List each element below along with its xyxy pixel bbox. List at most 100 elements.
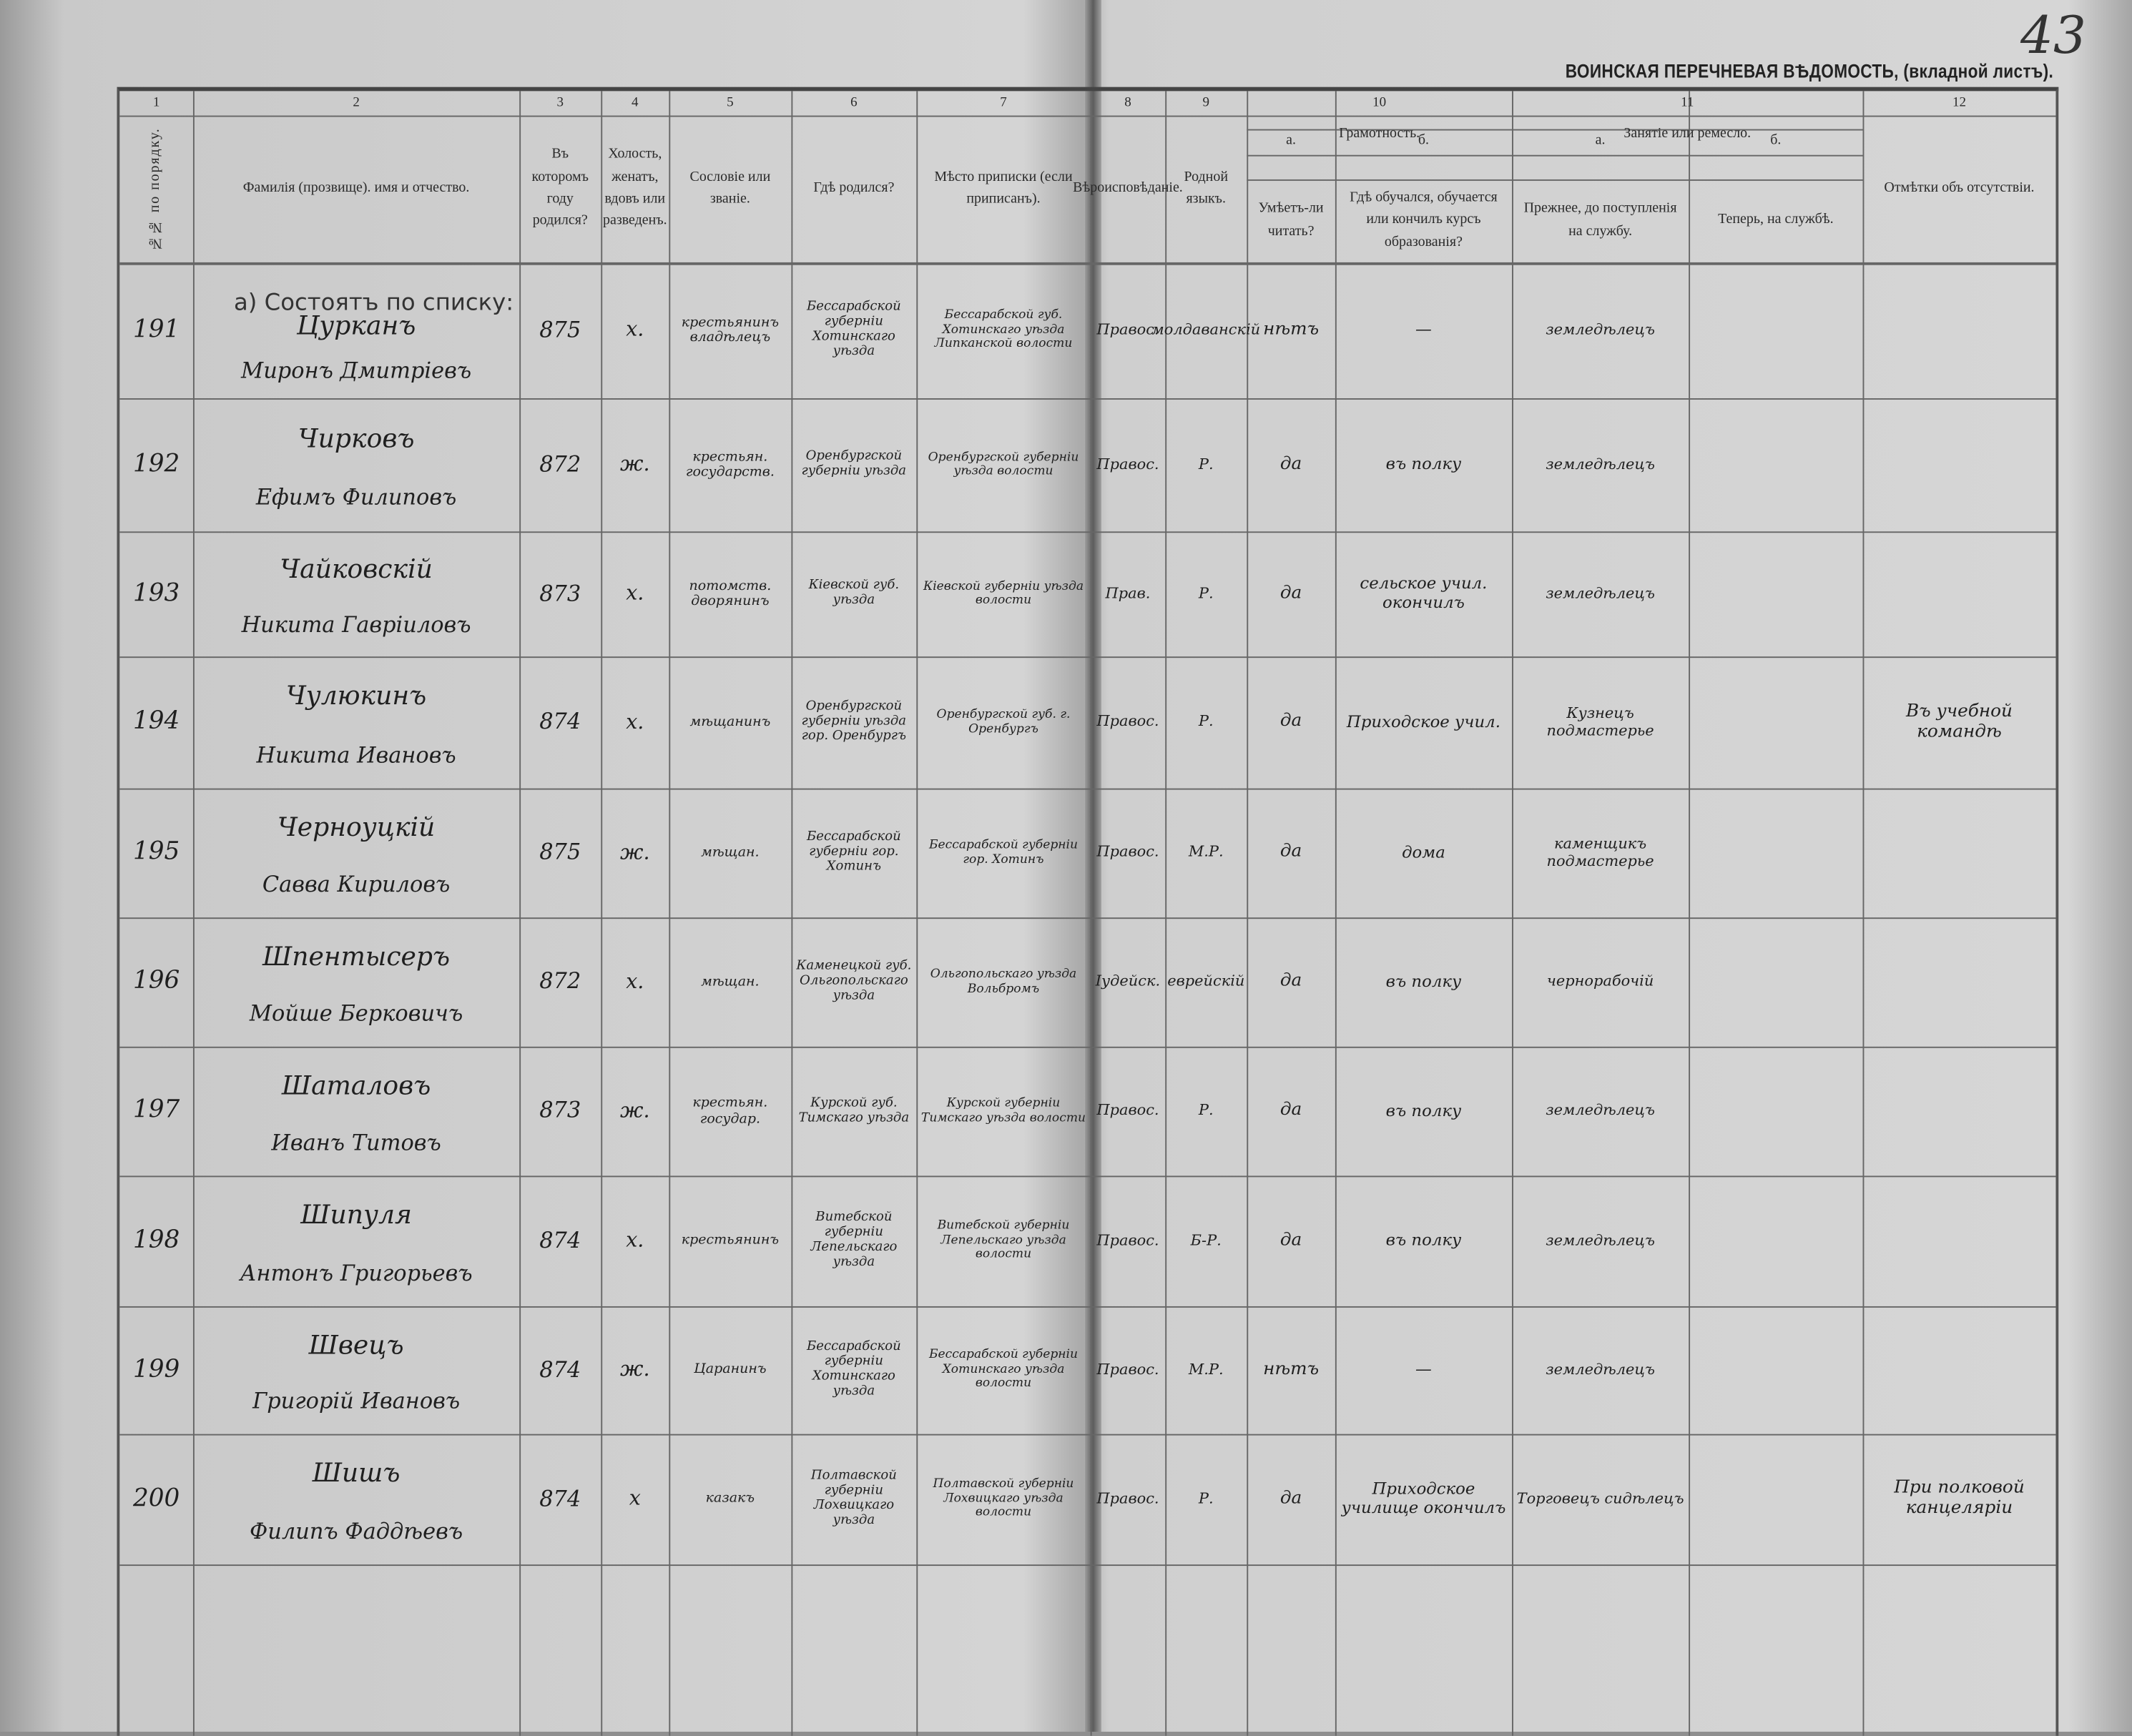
- row-divider: [119, 398, 2056, 400]
- cell-marital-status: х: [629, 1486, 641, 1511]
- cell-schooling: —: [1415, 319, 1432, 339]
- cell-row-number: 196: [132, 966, 180, 995]
- cell-given-name: Мойше Берковичъ: [249, 1000, 463, 1027]
- cell-marital-status: ж.: [620, 839, 650, 864]
- header-occupation: Занятіе или ремесло.: [1623, 126, 1752, 142]
- cell-absence-notes: Въ учебной командѣ: [1905, 701, 2013, 742]
- cell-marital-status: х.: [626, 709, 644, 734]
- cell-surname: Цурканъ: [296, 310, 416, 341]
- cell-birthplace: Курской губ. Тимскаго уѣзда: [798, 1095, 910, 1125]
- row-divider: [119, 1306, 2056, 1308]
- cell-marital-status: х.: [626, 581, 644, 606]
- row-divider: [1512, 154, 1863, 157]
- cell-birthplace: Каменецкой губ. Ольгопольскаго уѣзда: [796, 958, 912, 1003]
- cell-schooling: сельское учил. окончилъ: [1360, 573, 1488, 612]
- cell-absence-notes: [1867, 398, 2052, 531]
- cell-birth-year: 874: [539, 1356, 581, 1383]
- column-divider: [192, 91, 195, 1736]
- cell-native-language: Р.: [1198, 1101, 1214, 1119]
- cell-religion: Правос.: [1096, 712, 1159, 731]
- cell-surname: Шишъ: [312, 1459, 401, 1489]
- cell-birth-year: 874: [539, 709, 581, 735]
- cell-estate: Царанинъ: [694, 1362, 767, 1378]
- cell-can-read: нѣтъ: [1263, 1358, 1320, 1379]
- header-literacy: Грамотность.: [1339, 126, 1420, 142]
- cell-estate: крестьянинъ владѣлецъ: [681, 315, 780, 345]
- cell-estate: крестьянинъ: [681, 1233, 780, 1248]
- cell-occupation-now: [1693, 531, 1859, 656]
- cell-given-name: Антонъ Григорьевъ: [240, 1259, 473, 1286]
- column-number: 4: [632, 95, 639, 111]
- cell-occupation-now: [1693, 656, 1859, 788]
- cell-can-read: да: [1279, 1487, 1302, 1509]
- cell-birth-year: 875: [539, 316, 581, 342]
- row-divider: [119, 531, 2056, 533]
- header-language: Родной языкъ.: [1184, 169, 1229, 207]
- column-divider: [519, 91, 521, 1736]
- cell-registration-place: Кіевской губерніи уѣзда волости: [923, 580, 1084, 608]
- page-number: 43: [2020, 5, 2086, 66]
- column-divider: [791, 91, 793, 1736]
- section-label: а) Состоятъ по списку:: [233, 289, 514, 317]
- cell-occupation-now: [1693, 1306, 1859, 1434]
- cell-absence-notes: [1867, 262, 2052, 398]
- cell-birthplace: Кіевской губ. уѣзда: [808, 578, 900, 608]
- cell-estate: крестьян. государ.: [692, 1095, 768, 1127]
- row-divider: [119, 1434, 2056, 1436]
- cell-occupation-before: Торговецъ сидѣлецъ: [1516, 1489, 1684, 1507]
- cell-registration-place: Бессарабской губерніи гор. Хотинъ: [928, 839, 1079, 867]
- cell-religion: Правос.: [1096, 1360, 1159, 1379]
- cell-marital-status: х.: [626, 317, 644, 342]
- header-birthplace: Гдѣ родился?: [813, 180, 895, 196]
- cell-surname: Шаталовъ: [281, 1070, 431, 1101]
- cell-marital-status: х.: [626, 1228, 644, 1253]
- cell-native-language: М.Р.: [1188, 1360, 1224, 1379]
- cell-schooling: Приходское училище окончилъ: [1341, 1479, 1506, 1517]
- row-divider: [119, 788, 2056, 790]
- cell-surname: Шпентысеръ: [262, 942, 451, 972]
- cell-native-language: М.Р.: [1188, 843, 1224, 861]
- cell-native-language: Р.: [1198, 455, 1214, 473]
- cell-given-name: Миронъ Дмитріевъ: [241, 357, 472, 384]
- cell-religion: Правос.: [1096, 1489, 1159, 1507]
- cell-registration-place: Бессарабской губерніи Хотинскаго уѣзда в…: [928, 1348, 1079, 1391]
- header-absence: Отмѣтки объ отсутствіи.: [1884, 180, 2035, 196]
- cell-given-name: Иванъ Титовъ: [271, 1129, 441, 1156]
- cell-occupation-now: [1693, 1047, 1859, 1176]
- cell-surname: Швецъ: [308, 1330, 404, 1361]
- cell-absence-notes: [1867, 1175, 2052, 1306]
- cell-schooling: дома: [1402, 842, 1445, 862]
- cell-birth-year: 874: [539, 1485, 581, 1511]
- cell-religion: Правос.: [1096, 1231, 1159, 1249]
- header-occupation-before: Прежнее, до поступленія на службу.: [1523, 201, 1677, 239]
- cell-registration-place: Витебской губерніи Лепельскаго уѣзда вол…: [937, 1220, 1070, 1262]
- column-divider: [1335, 91, 1337, 1736]
- cell-occupation-before: чернорабочій: [1546, 972, 1654, 990]
- header-religion: Вѣроисповѣданіе.: [1073, 180, 1183, 196]
- cell-native-language: еврейскій: [1167, 972, 1245, 990]
- cell-row-number: 198: [132, 1225, 180, 1255]
- cell-row-number: 199: [132, 1354, 180, 1384]
- cell-registration-place: Курской губерніи Тимскаго уѣзда волости: [920, 1097, 1086, 1125]
- header-birth-year: Въ которомъ году родился?: [531, 147, 589, 229]
- cell-given-name: Ефимъ Филиповъ: [255, 484, 457, 511]
- cell-row-number: 193: [132, 578, 180, 608]
- cell-occupation-before: каменщикъ подмастерье: [1546, 834, 1654, 869]
- row-divider: [1247, 154, 1513, 157]
- column-number: 3: [556, 95, 564, 111]
- cell-occupation-before: земледѣлецъ: [1546, 1101, 1655, 1119]
- cell-schooling: въ полку: [1385, 454, 1462, 473]
- cell-can-read: да: [1279, 841, 1302, 862]
- cell-absence-notes: [1867, 531, 2052, 656]
- cell-birthplace: Бессарабской губерніи Хотинскаго уѣзда: [807, 299, 901, 359]
- row-divider: [119, 656, 2056, 659]
- column-divider: [1689, 91, 1691, 1736]
- cell-occupation-now: [1693, 1434, 1859, 1565]
- cell-occupation-now: [1693, 398, 1859, 531]
- cell-occupation-now: [1693, 917, 1859, 1047]
- cell-row-number: 191: [132, 315, 180, 344]
- cell-schooling: въ полку: [1385, 1100, 1462, 1120]
- cell-occupation-now: [1693, 1175, 1859, 1306]
- column-number: 11: [1681, 95, 1694, 111]
